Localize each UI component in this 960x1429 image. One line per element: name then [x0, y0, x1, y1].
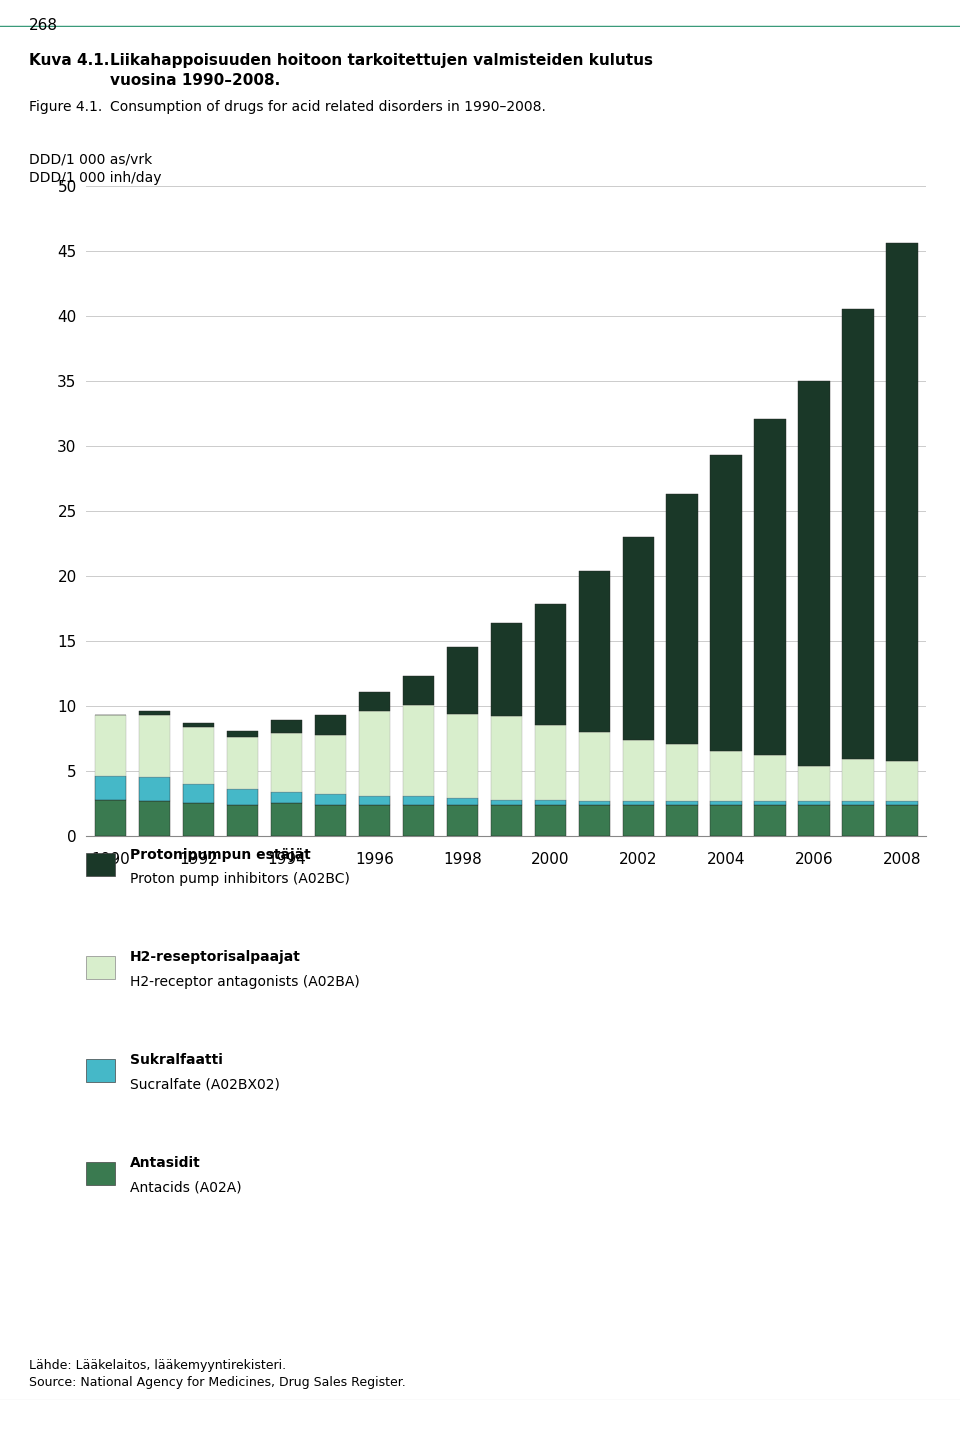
Bar — [579, 800, 611, 805]
Bar — [95, 714, 127, 776]
Text: Consumption of drugs for acid related disorders in 1990–2008.: Consumption of drugs for acid related di… — [110, 100, 546, 114]
Bar — [491, 716, 522, 800]
Bar — [710, 800, 742, 805]
Bar — [271, 803, 302, 836]
Bar — [227, 789, 258, 805]
Bar — [755, 800, 786, 805]
Text: Antacids (A02A): Antacids (A02A) — [130, 1180, 241, 1195]
Bar — [710, 805, 742, 836]
Text: DDD/1 000 as/vrk: DDD/1 000 as/vrk — [29, 153, 152, 167]
Bar — [843, 309, 874, 759]
Bar — [271, 720, 302, 733]
Bar — [755, 756, 786, 800]
Text: Liikahappoisuuden hoitoon tarkoitettujen valmisteiden kulutus
vuosina 1990–2008.: Liikahappoisuuden hoitoon tarkoitettujen… — [110, 53, 654, 87]
Bar — [139, 714, 170, 777]
Bar — [755, 805, 786, 836]
Bar — [886, 805, 918, 836]
Bar — [710, 752, 742, 800]
Bar — [271, 733, 302, 792]
Bar — [182, 785, 214, 803]
Bar — [315, 714, 347, 735]
Bar — [446, 647, 478, 713]
Bar — [843, 800, 874, 805]
Bar — [710, 454, 742, 752]
Text: Protonipumpun estäjät: Protonipumpun estäjät — [130, 847, 310, 862]
Bar — [182, 723, 214, 727]
Bar — [622, 800, 654, 805]
Bar — [886, 243, 918, 760]
Bar — [843, 759, 874, 800]
Bar — [359, 796, 391, 805]
Bar — [139, 712, 170, 714]
Bar — [799, 800, 830, 805]
Bar — [843, 805, 874, 836]
Bar — [446, 805, 478, 836]
Bar — [95, 800, 127, 836]
Bar — [227, 737, 258, 789]
Bar — [755, 419, 786, 756]
Bar — [535, 604, 566, 726]
Text: Source: National Agency for Medicines, Drug Sales Register.: Source: National Agency for Medicines, D… — [29, 1376, 405, 1389]
Bar — [799, 805, 830, 836]
Bar — [139, 800, 170, 836]
Bar — [139, 777, 170, 800]
Text: Figure 4.1.: Figure 4.1. — [29, 100, 102, 114]
Bar — [622, 805, 654, 836]
Text: Antasidit: Antasidit — [130, 1156, 201, 1170]
Text: 268: 268 — [29, 19, 58, 33]
Bar — [622, 537, 654, 740]
Text: Kuva 4.1.: Kuva 4.1. — [29, 53, 109, 67]
Bar — [359, 712, 391, 796]
Bar — [95, 776, 127, 800]
Bar — [227, 730, 258, 737]
Bar — [402, 796, 434, 805]
Bar — [446, 713, 478, 799]
Bar — [315, 735, 347, 795]
Bar — [579, 805, 611, 836]
Bar — [402, 704, 434, 796]
Bar — [446, 799, 478, 805]
Bar — [491, 800, 522, 805]
Bar — [535, 726, 566, 800]
Bar — [182, 803, 214, 836]
Bar — [491, 623, 522, 716]
Bar — [666, 743, 698, 800]
Text: H2-receptor antagonists (A02BA): H2-receptor antagonists (A02BA) — [130, 975, 359, 989]
Bar — [799, 766, 830, 800]
Bar — [535, 800, 566, 805]
Bar — [491, 805, 522, 836]
Bar — [666, 805, 698, 836]
Text: Sucralfate (A02BX02): Sucralfate (A02BX02) — [130, 1077, 279, 1092]
Bar — [359, 692, 391, 712]
Bar — [622, 740, 654, 800]
Bar — [315, 795, 347, 805]
Bar — [886, 800, 918, 805]
Bar — [359, 805, 391, 836]
Bar — [579, 570, 611, 732]
Text: H2-reseptorisalpaajat: H2-reseptorisalpaajat — [130, 950, 300, 965]
Bar — [227, 805, 258, 836]
Text: Lähde: Lääkelaitos, lääkemyyntirekisteri.: Lähde: Lääkelaitos, lääkemyyntirekisteri… — [29, 1359, 286, 1372]
Bar — [402, 805, 434, 836]
Bar — [579, 732, 611, 800]
Bar — [799, 380, 830, 766]
Text: Sukralfaatti: Sukralfaatti — [130, 1053, 223, 1067]
Bar — [271, 792, 302, 803]
Bar — [666, 800, 698, 805]
Bar — [402, 676, 434, 704]
Text: Proton pump inhibitors (A02BC): Proton pump inhibitors (A02BC) — [130, 872, 349, 886]
Bar — [182, 727, 214, 785]
Bar — [666, 494, 698, 743]
Bar — [315, 805, 347, 836]
Bar — [886, 760, 918, 800]
Bar — [535, 805, 566, 836]
Text: DDD/1 000 inh/day: DDD/1 000 inh/day — [29, 171, 161, 186]
